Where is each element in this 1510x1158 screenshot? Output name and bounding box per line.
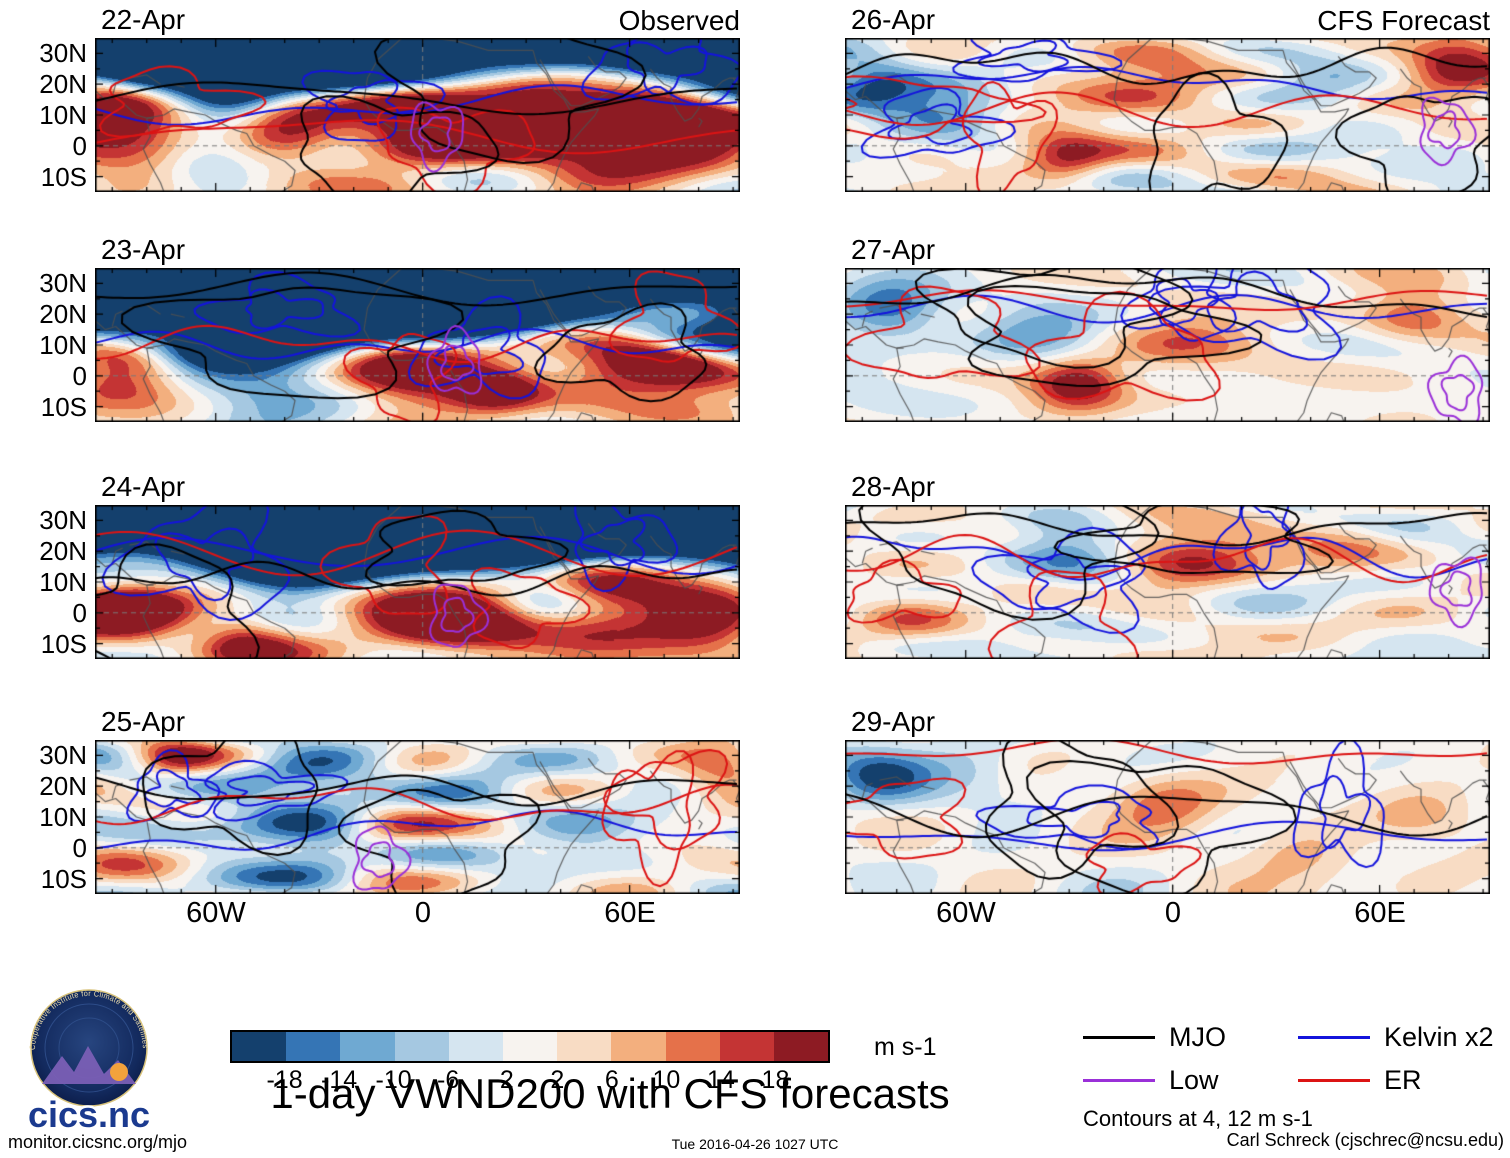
figure-title: 1-day VWND200 with CFS forecasts [270,1070,950,1117]
map-canvas [95,505,740,659]
colorbar-tick-label: -10 [375,1066,412,1094]
y-tick-label: 0 [72,361,87,391]
panel-date-label: 23-Apr [101,234,186,265]
map-panel: 27-Apr [845,235,1490,422]
footer-author: Carl Schreck (cjschrec@ncsu.edu) [1226,1130,1504,1150]
legend-label: MJO [1169,1022,1226,1052]
colorbar-tick-label: 2 [550,1066,565,1094]
legend-line-swatch [1083,1036,1155,1039]
legend-grid: MJO Kelvin x2 Low ER [1083,1022,1510,1096]
legend-line-swatch [1298,1079,1370,1082]
map-panel: 26-Apr [845,5,1490,192]
map-canvas [845,38,1490,192]
x-tick-label: 0 [414,897,432,929]
panel-date-label: 25-Apr [101,706,186,737]
y-tick-label: 20N [39,299,87,329]
panel-date-label: 24-Apr [101,471,186,502]
y-tick-label: 10S [40,629,87,659]
map-canvas [845,740,1490,894]
map-canvas [95,38,740,192]
panel-date-label: 22-Apr [101,4,186,35]
y-tick-label: 10N [39,100,87,130]
legend-line-swatch [1083,1079,1155,1082]
colorbar-cell [448,1032,503,1061]
colorbar-cell [719,1032,774,1061]
panel-date-label: 26-Apr [851,4,936,35]
colorbar-cell [665,1032,720,1061]
colorbar-tick-label: -2 [491,1066,514,1094]
colorbar-tick-label: 10 [652,1066,681,1094]
y-tick-label: 30N [39,740,87,770]
colorbar-tick-label: -6 [437,1066,460,1094]
y-tick-label: 20N [39,536,87,566]
map-panel: 23-Apr 30N 20N 10N 0 10S [39,235,740,422]
logo-text: cics.nc [28,1094,150,1135]
map-panel: 22-Apr 30N 20N 10N 0 10S [39,5,740,192]
map-panel: 28-Apr [845,472,1490,659]
y-tick-label: 10N [39,330,87,360]
legend-item: Low [1083,1065,1298,1096]
colorbar-cell [232,1032,287,1061]
colorbar-tick-label: -14 [321,1066,358,1094]
logo-sun-icon [110,1063,128,1081]
panel-date-label: 28-Apr [851,471,936,502]
y-tick-label: 10S [40,162,87,192]
legend-item: MJO [1083,1022,1298,1053]
x-tick-label: 60W [186,897,246,929]
column-title-forecast: CFS Forecast [1317,5,1490,36]
map-panel: 25-Apr 30N 20N 10N 0 10S [39,707,740,894]
legend-note: Contours at 4, 12 m s-1 [1083,1106,1313,1131]
panel-date-label: 29-Apr [851,706,936,737]
legend-item: ER [1298,1065,1510,1096]
legend-label: ER [1384,1065,1422,1095]
y-tick-label: 0 [72,833,87,863]
y-tick-label: 0 [72,131,87,161]
legend-line-swatch [1298,1036,1370,1039]
y-tick-label: 10S [40,392,87,422]
x-tick-label: 60E [604,897,656,929]
map-panel: 29-Apr [845,707,1490,894]
x-tick-label: 0 [1164,897,1182,929]
y-tick-label: 20N [39,69,87,99]
y-tick-label: 30N [39,505,87,535]
y-tick-label: 0 [72,598,87,628]
map-panel: 24-Apr 30N 20N 10N 0 10S [39,472,740,659]
colorbar-cell [340,1032,395,1061]
colorbar-cell [611,1032,666,1061]
y-tick-label: 20N [39,771,87,801]
colorbar-cell [502,1032,558,1061]
legend-label: Low [1169,1065,1219,1095]
colorbar-tick-label: -18 [266,1066,303,1094]
cics-logo: Cooperative Institute for Climate and Sa… [25,989,152,1136]
colorbar-tick-label: 6 [604,1066,619,1094]
colorbar-units-label: m s-1 [874,1033,937,1061]
y-tick-label: 10N [39,802,87,832]
colorbar-tick-label: 14 [707,1066,735,1094]
y-tick-label: 10N [39,567,87,597]
colorbar [230,1030,830,1063]
colorbar-tick-label: 18 [761,1066,790,1094]
legend: MJO Kelvin x2 Low ER Contours at 4, 12 m s-… [1083,1022,1510,1132]
y-tick-label: 10S [40,864,87,894]
column-title-observed: Observed [618,5,740,36]
map-canvas [95,740,740,894]
map-canvas [845,505,1490,659]
footer-timestamp: Tue 2016-04-26 1027 UTC [671,1136,839,1152]
map-canvas [845,268,1490,422]
colorbar-cell [286,1032,341,1061]
footer-url: monitor.cicsnc.org/mjo [8,1132,188,1152]
logo-ring-inner [44,1003,134,1093]
x-tick-label: 60E [1354,897,1406,929]
colorbar-cell [394,1032,449,1061]
map-canvas [95,268,740,422]
legend-item: Kelvin x2 [1298,1022,1510,1053]
colorbar-cell [557,1032,612,1061]
legend-label: Kelvin x2 [1384,1022,1494,1052]
y-tick-label: 30N [39,268,87,298]
panel-date-label: 27-Apr [851,234,936,265]
y-tick-label: 30N [39,38,87,68]
colorbar-cell [773,1032,829,1061]
x-tick-label: 60W [936,897,996,929]
